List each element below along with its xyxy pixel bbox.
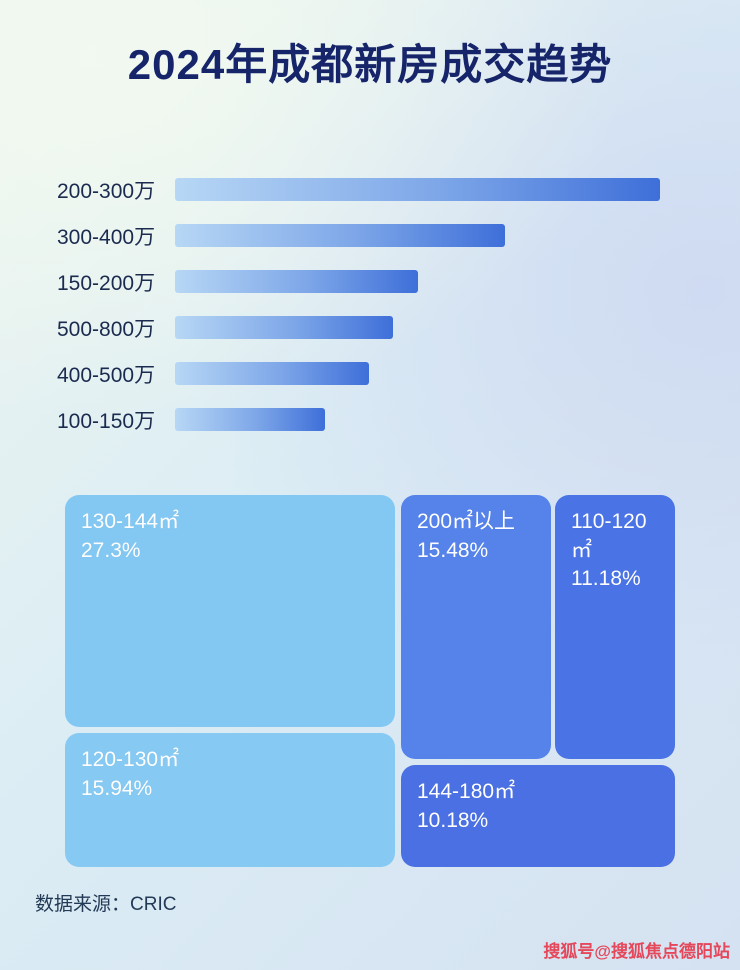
treemap-value: 10.18% (417, 808, 489, 832)
treemap-value: 11.18% (571, 567, 641, 591)
bar-track (175, 408, 660, 432)
bar-category-label: 100-150万 (57, 409, 156, 433)
bar-track (175, 270, 660, 294)
treemap-block-144-180: 144-180㎡ 10.18% (401, 765, 675, 868)
bar-row: 200-300万 (57, 178, 660, 203)
bar (175, 408, 326, 432)
bar-category-label: 150-200万 (57, 271, 156, 295)
treemap-block-120-130: 120-130㎡ 15.94% (65, 733, 395, 868)
bar-category-label: 500-800万 (57, 317, 156, 341)
bar (175, 270, 418, 294)
bar-track (175, 316, 660, 340)
bar-track (175, 224, 660, 248)
area-size-treemap: 130-144㎡ 27.3% 200㎡以上 15.48% 110-120㎡ 11… (65, 495, 675, 868)
page-title: 2024年成都新房成交趋势 (127, 41, 613, 88)
bar-row: 500-800万 (57, 316, 660, 341)
bar-category-label: 400-500万 (57, 363, 156, 387)
treemap-value: 15.94% (81, 776, 153, 800)
treemap-value: 15.48% (417, 538, 489, 562)
bar-track (175, 362, 660, 386)
bar (175, 316, 394, 340)
bar-category-label: 300-400万 (57, 225, 156, 249)
treemap-block-130-144: 130-144㎡ 27.3% (65, 495, 395, 728)
bar (175, 362, 369, 386)
bar-row: 300-400万 (57, 224, 660, 249)
price-range-bar-chart: 200-300万 300-400万 150-200万 500-800万 400- (0, 178, 740, 433)
watermark: 搜狐号@搜狐焦点德阳站 (543, 942, 730, 961)
treemap-label: 120-130㎡ (81, 748, 180, 772)
treemap-value: 27.3% (81, 538, 141, 562)
bar-track (175, 178, 660, 202)
treemap-block-200-plus: 200㎡以上 15.48% (401, 495, 551, 760)
data-source: 数据来源：CRIC (35, 894, 177, 916)
bar (175, 224, 505, 248)
bar (175, 178, 660, 202)
treemap-block-110-120: 110-120㎡ 11.18% (555, 495, 675, 760)
treemap-label: 110-120㎡ (571, 510, 647, 562)
treemap-label: 144-180㎡ (417, 780, 516, 804)
bar-category-label: 200-300万 (57, 179, 156, 203)
treemap-label: 130-144㎡ (81, 510, 180, 534)
bar-row: 150-200万 (57, 270, 660, 295)
bar-row: 100-150万 (57, 408, 660, 433)
bar-row: 400-500万 (57, 362, 660, 387)
treemap-label: 200㎡以上 (417, 510, 516, 534)
